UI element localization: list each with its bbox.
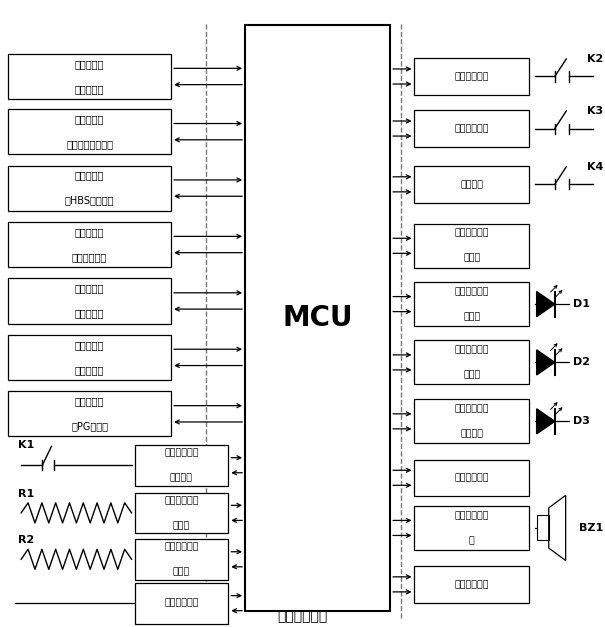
Text: （直流风机）: （直流风机） (72, 252, 107, 262)
Text: D1: D1 (573, 299, 590, 309)
Text: 样电路: 样电路 (173, 567, 190, 576)
Polygon shape (537, 292, 555, 317)
Text: 动电路: 动电路 (463, 371, 480, 379)
FancyBboxPatch shape (414, 566, 529, 603)
Text: 室内机控制板: 室内机控制板 (277, 609, 328, 623)
FancyBboxPatch shape (414, 166, 529, 203)
FancyBboxPatch shape (134, 493, 228, 533)
Text: 蜂鸣器驱动电: 蜂鸣器驱动电 (454, 511, 489, 520)
Text: （HBS线控器）: （HBS线控器） (65, 196, 114, 206)
FancyBboxPatch shape (8, 54, 171, 99)
Text: 遥控接收电路: 遥控接收电路 (454, 473, 489, 482)
Text: 模拟工装板: 模拟工装板 (75, 283, 104, 293)
Text: 强电继电器输: 强电继电器输 (454, 404, 489, 413)
Text: K1: K1 (18, 440, 34, 450)
Text: 路: 路 (469, 536, 475, 545)
Text: 动电路: 动电路 (463, 254, 480, 263)
Text: （显示板）: （显示板） (75, 365, 104, 375)
Text: 按键控制电路: 按键控制电路 (454, 580, 489, 589)
FancyBboxPatch shape (8, 391, 171, 436)
Polygon shape (537, 409, 555, 434)
FancyBboxPatch shape (8, 335, 171, 380)
Text: 温度传感器采: 温度传感器采 (164, 496, 199, 505)
FancyBboxPatch shape (414, 506, 529, 550)
Text: K4: K4 (587, 162, 603, 172)
Text: K3: K3 (587, 106, 603, 116)
Text: 水位开关电路: 水位开关电路 (454, 72, 489, 81)
Text: 湿度传感器采: 湿度传感器采 (164, 542, 199, 551)
FancyBboxPatch shape (8, 278, 171, 324)
Text: R2: R2 (18, 535, 34, 545)
FancyBboxPatch shape (414, 460, 529, 496)
Text: 模拟工装板: 模拟工装板 (75, 114, 104, 124)
FancyBboxPatch shape (8, 222, 171, 267)
FancyBboxPatch shape (134, 539, 228, 579)
Text: （外控板）: （外控板） (75, 84, 104, 94)
Text: 交流风机保护: 交流风机保护 (164, 448, 199, 457)
Text: D2: D2 (573, 357, 590, 367)
Text: R1: R1 (18, 489, 34, 499)
FancyBboxPatch shape (414, 399, 529, 443)
FancyBboxPatch shape (245, 25, 390, 611)
Text: （奥威尔线控器）: （奥威尔线控器） (66, 139, 113, 149)
Text: （计算机）: （计算机） (75, 308, 104, 319)
Text: 其他弱电类驱: 其他弱电类驱 (454, 345, 489, 354)
Text: MCU: MCU (283, 304, 353, 332)
Text: BZ1: BZ1 (579, 523, 603, 533)
FancyBboxPatch shape (8, 166, 171, 211)
Text: 拨码开关电路: 拨码开关电路 (164, 599, 199, 608)
Text: 模拟工装板: 模拟工装板 (75, 396, 104, 406)
Text: 功能指示灯驱: 功能指示灯驱 (454, 229, 489, 238)
Text: （PG电机）: （PG电机） (71, 421, 108, 431)
Bar (537, 515, 549, 540)
FancyBboxPatch shape (414, 282, 529, 326)
Text: 模拟工装板: 模拟工装板 (75, 340, 104, 350)
Text: 样电路: 样电路 (173, 521, 190, 530)
Polygon shape (537, 350, 555, 375)
FancyBboxPatch shape (414, 110, 529, 147)
FancyBboxPatch shape (414, 224, 529, 268)
Text: 动电路: 动电路 (463, 312, 480, 321)
FancyBboxPatch shape (134, 445, 228, 485)
Text: 外部输入电路: 外部输入电路 (454, 124, 489, 133)
Text: 开关电路: 开关电路 (460, 180, 483, 189)
FancyBboxPatch shape (134, 583, 228, 623)
Text: 电子膨胀阀驱: 电子膨胀阀驱 (454, 287, 489, 296)
Text: 出类电路: 出类电路 (460, 429, 483, 438)
Text: 模拟工装板: 模拟工装板 (75, 227, 104, 237)
Text: 模拟工装板: 模拟工装板 (75, 171, 104, 181)
Text: 模拟工装板: 模拟工装板 (75, 59, 104, 69)
FancyBboxPatch shape (8, 109, 171, 154)
FancyBboxPatch shape (414, 58, 529, 95)
Text: 反馈电路: 反馈电路 (170, 473, 193, 482)
Text: K2: K2 (587, 54, 603, 64)
Text: D3: D3 (573, 416, 590, 426)
FancyBboxPatch shape (414, 340, 529, 384)
